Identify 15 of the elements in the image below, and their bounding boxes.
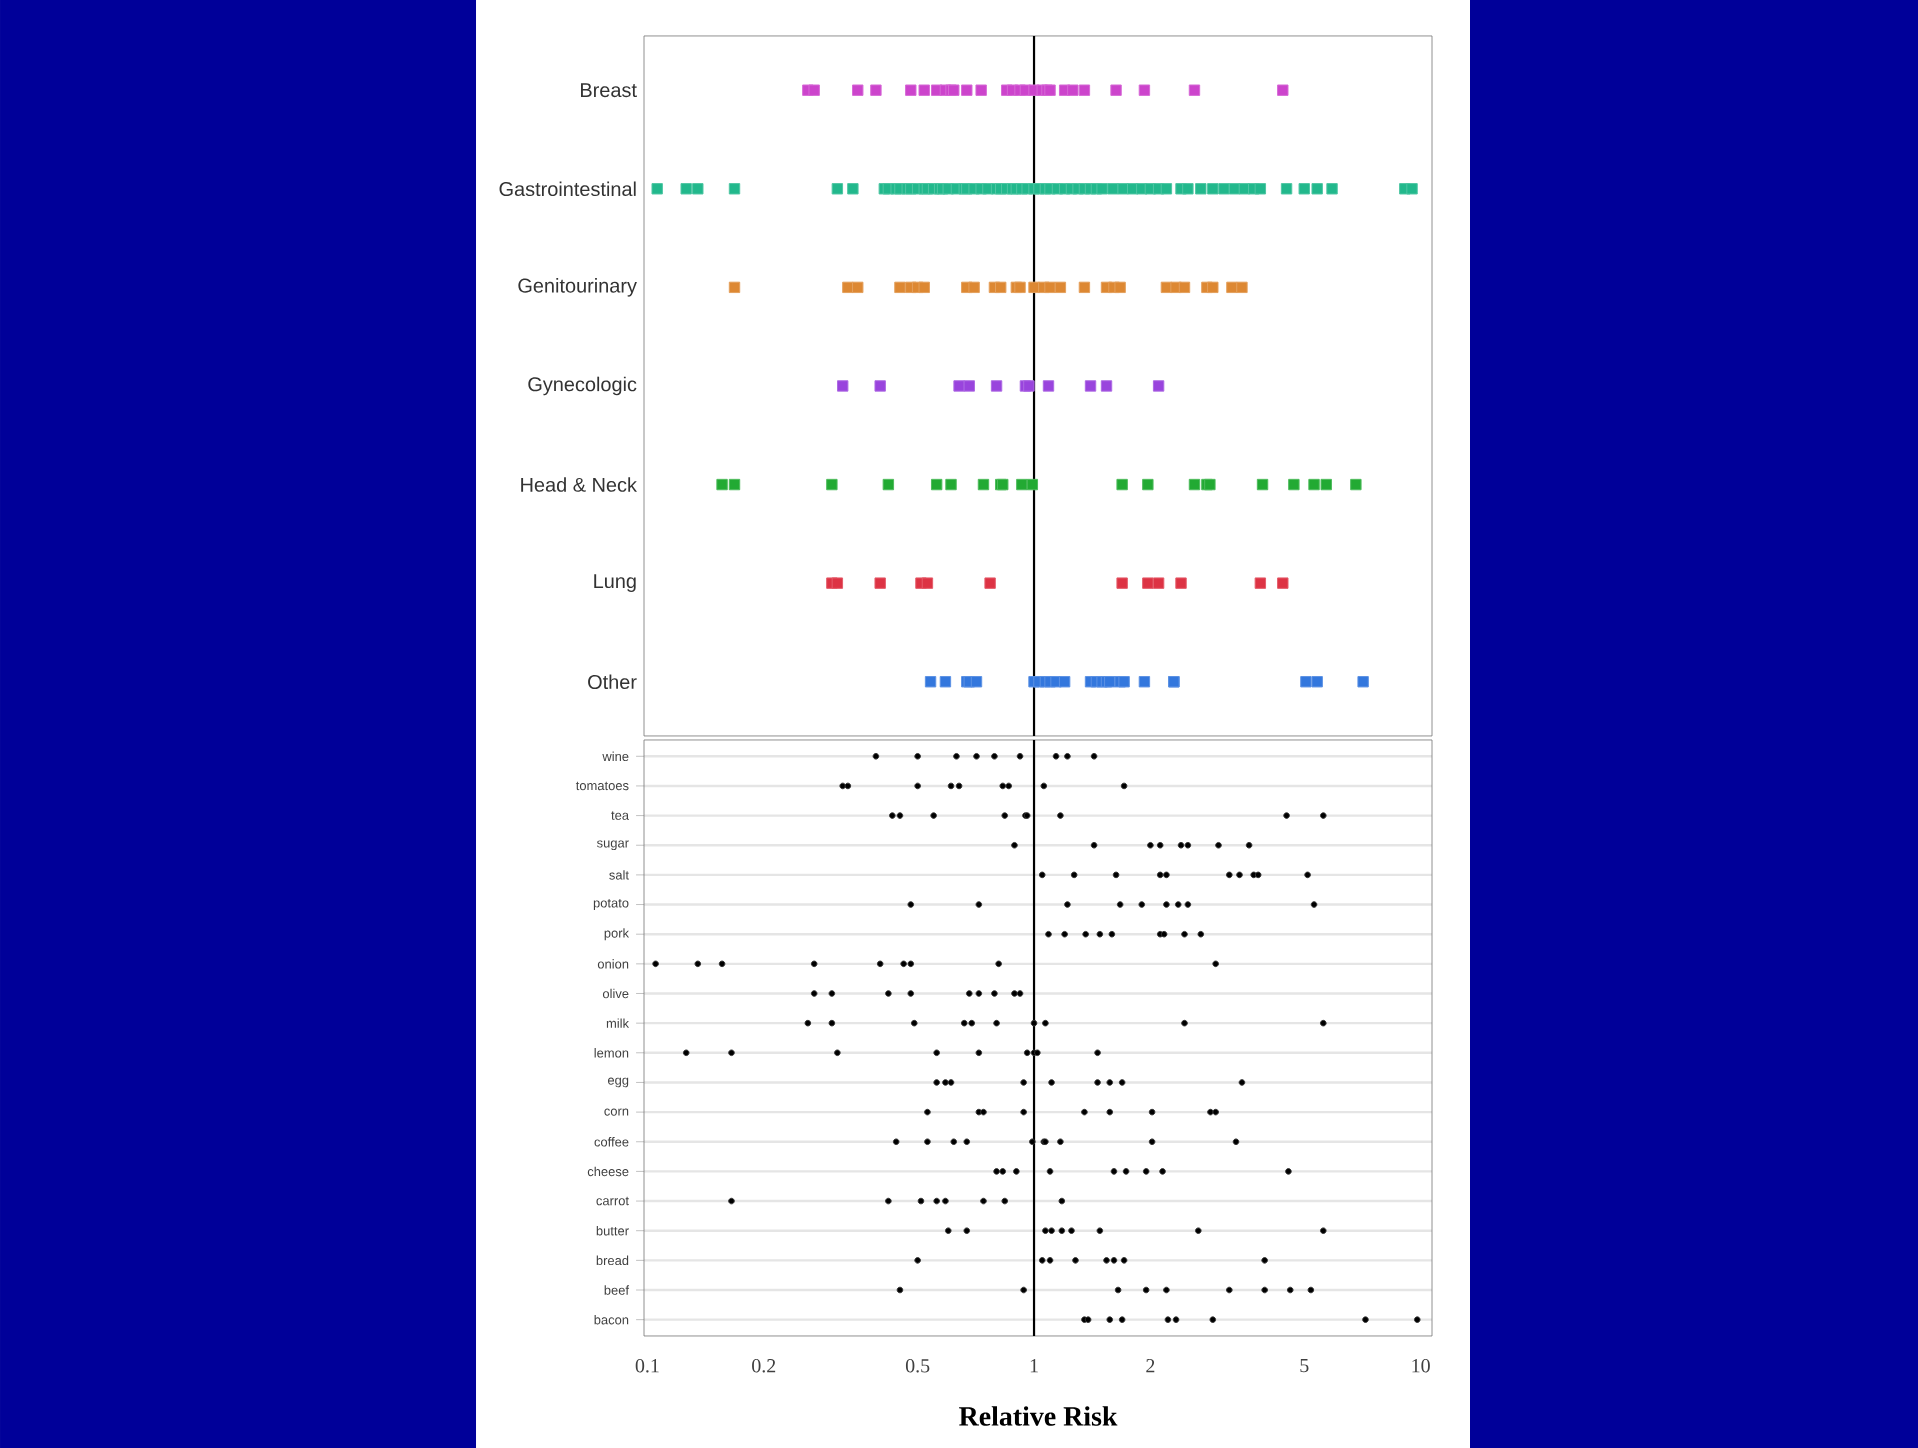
x-axis-title: Relative Risk bbox=[959, 1406, 1118, 1426]
x-tick-label: 2 bbox=[1146, 1359, 1155, 1373]
x-tick-label: 0.2 bbox=[752, 1359, 776, 1373]
y-tick-label: Other bbox=[588, 674, 637, 690]
y-tick-label: Gastrointestinal bbox=[499, 181, 636, 197]
y-tick-label: Genitourinary bbox=[518, 278, 637, 297]
y-tick-label: Breast bbox=[581, 83, 637, 98]
y-tick-label: Gynecologic bbox=[528, 376, 637, 396]
x-tick-label: 10 bbox=[1412, 1359, 1430, 1373]
y-tick-label: Head & Neck bbox=[521, 477, 637, 492]
x-tick-label: 0.5 bbox=[905, 1359, 930, 1373]
y-tick-label: Lung bbox=[594, 574, 636, 593]
x-tick-label: 1 bbox=[1030, 1359, 1038, 1373]
x-tick-label: 0.1 bbox=[635, 1359, 659, 1373]
x-tick-label: 5 bbox=[1300, 1359, 1309, 1373]
